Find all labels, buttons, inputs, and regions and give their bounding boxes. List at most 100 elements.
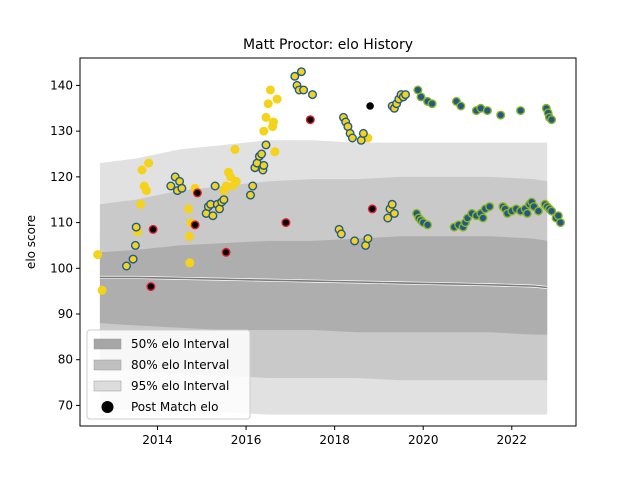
data-point-blue-edge-30 — [296, 67, 306, 77]
data-point-yellow-edge-21 — [261, 112, 271, 122]
data-point-blue-edge-48 — [389, 208, 399, 218]
legend-label-1: 80% elo Interval — [131, 358, 229, 372]
data-point-blue-edge-17 — [219, 195, 229, 205]
y-tick-label-140: 140 — [50, 78, 73, 92]
data-point-blue-edge-4 — [166, 181, 176, 191]
data-point-green-edge-19 — [485, 202, 495, 212]
x-tick-label-2016: 2016 — [231, 433, 262, 447]
data-point-yellow-edge-20 — [259, 126, 269, 136]
x-tick-label-2020: 2020 — [408, 433, 439, 447]
data-point-blue-edge-32 — [308, 90, 318, 100]
x-axis: 2014 2016 2018 2020 2022 — [142, 426, 527, 447]
x-tick-label-2014: 2014 — [142, 433, 173, 447]
data-point-green-edge-24 — [482, 106, 492, 116]
legend-swatch-2 — [93, 380, 122, 392]
data-point-green-edge-17 — [478, 213, 488, 223]
data-point-yellow-edge-11 — [185, 258, 195, 268]
data-point-yellow-edge-26 — [272, 94, 282, 104]
data-point-yellow-edge-1 — [97, 285, 107, 295]
legend-label-0: 50% elo Interval — [131, 337, 229, 351]
legend-swatch-1 — [93, 359, 122, 371]
data-points — [93, 67, 566, 295]
data-point-red-edge-4 — [221, 247, 231, 257]
data-point-green-edge-37 — [533, 206, 543, 216]
data-point-green-edge-49 — [547, 115, 557, 125]
data-point-blue-edge-26 — [261, 140, 271, 150]
band-50 — [99, 236, 548, 335]
legend: 50% elo Interval 80% elo Interval 95% elo … — [86, 329, 251, 420]
data-point-green-edge-42 — [547, 206, 557, 216]
data-point-blue-edge-18 — [245, 190, 255, 200]
data-point-green-edge-4 — [423, 220, 433, 230]
data-point-yellow-edge-22 — [263, 99, 273, 109]
y-tick-label-70: 70 — [58, 398, 73, 412]
data-point-blue-edge-55 — [401, 90, 411, 100]
data-point-blue-edge-8 — [177, 183, 187, 193]
data-point-green-edge-8 — [427, 99, 437, 109]
y-tick-label-120: 120 — [50, 170, 73, 184]
data-point-yellow-edge-6 — [141, 186, 151, 196]
data-point-blue-edge-12 — [208, 211, 218, 221]
data-point-green-edge-45 — [556, 218, 566, 228]
data-point-yellow-edge-16 — [226, 172, 236, 182]
data-point-red-edge-2 — [190, 220, 200, 230]
data-point-red-edge-5 — [281, 218, 291, 228]
y-tick-label-130: 130 — [50, 124, 73, 138]
data-point-blue-edge-13 — [210, 181, 220, 191]
data-point-blue-edge-47 — [387, 199, 397, 209]
data-point-red-edge-0 — [146, 282, 156, 292]
y-tick-label-90: 90 — [58, 307, 73, 321]
data-point-green-edge-25 — [496, 110, 506, 120]
plot-frame — [79, 57, 577, 427]
legend-swatch-0 — [93, 338, 122, 350]
data-point-blue-edge-25 — [259, 160, 269, 170]
data-point-post-match-0 — [364, 100, 376, 112]
y-tick-label-110: 110 — [50, 216, 73, 230]
mean-line — [99, 276, 548, 289]
y-tick-label-80: 80 — [58, 353, 73, 367]
data-point-yellow-edge-3 — [136, 199, 146, 209]
data-point-red-edge-3 — [192, 188, 202, 198]
data-point-blue-edge-31 — [299, 85, 309, 95]
data-point-blue-edge-3 — [131, 222, 141, 232]
legend-marker-3 — [101, 401, 114, 413]
data-point-blue-edge-40 — [350, 236, 360, 246]
legend-label-3: Post Match elo — [131, 400, 218, 414]
y-tick-label-100: 100 — [50, 261, 73, 275]
x-tick-label-2018: 2018 — [319, 433, 350, 447]
legend-label-2: 95% elo Interval — [131, 379, 229, 393]
data-point-blue-edge-0 — [121, 261, 131, 271]
data-point-blue-edge-39 — [347, 133, 357, 143]
data-point-blue-edge-23 — [257, 149, 267, 159]
data-point-blue-edge-44 — [363, 234, 373, 244]
data-point-yellow-edge-25 — [269, 117, 279, 127]
data-point-blue-edge-45 — [383, 213, 393, 223]
data-point-blue-edge-42 — [358, 128, 368, 138]
data-point-blue-edge-34 — [336, 229, 346, 239]
x-tick-label-2022: 2022 — [497, 433, 528, 447]
data-point-yellow-edge-4 — [137, 165, 147, 175]
data-point-green-edge-33 — [522, 208, 532, 218]
data-point-yellow-edge-0 — [93, 250, 103, 260]
data-point-red-edge-1 — [148, 224, 158, 234]
data-point-blue-edge-2 — [130, 240, 140, 250]
data-point-blue-edge-27 — [290, 71, 300, 81]
data-point-yellow-edge-19 — [231, 176, 241, 186]
data-point-yellow-edge-8 — [183, 204, 193, 214]
chart-title: Matt Proctor: elo History — [243, 37, 413, 53]
y-axis-label: elo score — [24, 215, 38, 269]
data-point-green-edge-38 — [516, 106, 526, 116]
data-point-yellow-edge-10 — [184, 231, 194, 241]
data-point-blue-edge-19 — [248, 181, 258, 191]
data-point-red-edge-7 — [367, 204, 377, 214]
data-point-yellow-edge-27 — [270, 147, 280, 157]
data-point-yellow-edge-23 — [265, 85, 275, 95]
data-point-green-edge-21 — [456, 101, 466, 111]
data-point-blue-edge-1 — [128, 254, 138, 264]
data-point-yellow-edge-18 — [230, 144, 240, 154]
data-point-red-edge-6 — [305, 115, 315, 125]
data-point-yellow-edge-7 — [144, 158, 154, 168]
data-point-green-edge-6 — [416, 92, 426, 102]
y-axis: 70 80 90 100 110 120 130 140 — [50, 78, 80, 412]
